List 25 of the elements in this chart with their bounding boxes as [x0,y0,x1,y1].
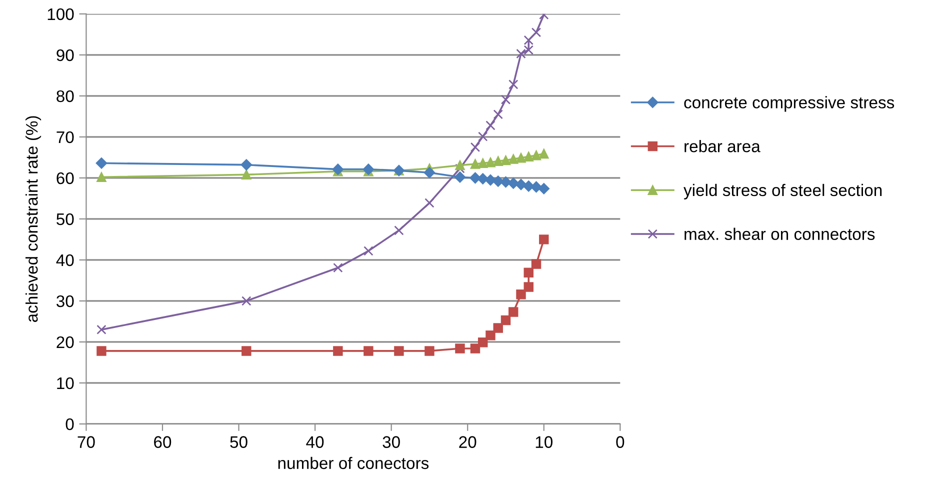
x-tick-label: 50 [230,436,248,448]
legend-label: yield stress of steel section [684,184,882,200]
y-tick-label: 20 [56,336,74,348]
x-tick-label: 0 [616,436,624,448]
x-tick-label: 70 [78,436,95,448]
y-axis-title: achieved constraint rate (%) [26,116,42,322]
y-tick-label: 40 [56,254,74,266]
legend-label: concrete compressive stress [684,96,894,112]
x-tick-label: 10 [536,436,552,448]
x-tick-label: 40 [306,436,324,448]
x-axis-title: number of conectors [278,456,429,470]
y-tick-label: 10 [57,377,74,390]
y-tick-label: 100 [48,8,74,20]
y-tick-label: 80 [56,90,74,102]
y-tick-label: 70 [56,131,74,144]
x-tick-label: 20 [459,436,476,448]
y-tick-label: 90 [56,49,74,62]
y-tick-label: 60 [56,172,74,184]
x-tick-label: 60 [154,436,172,448]
y-tick-label: 50 [56,213,74,226]
legend-label: rebar area [684,140,760,152]
y-tick-label: 30 [56,295,74,308]
y-tick-label: 0 [66,418,74,430]
legend-label: max. shear on connectors [684,228,875,240]
x-tick-label: 30 [382,436,400,448]
